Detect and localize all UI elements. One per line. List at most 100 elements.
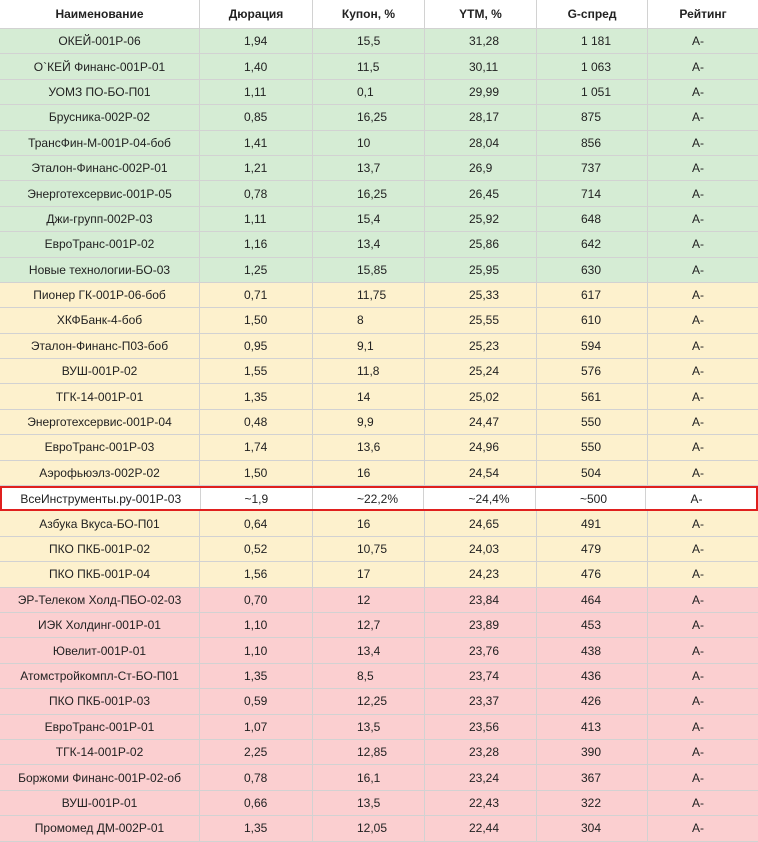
table-row: ЕвроТранс-001Р-03 1,74 13,6 24,96 550 А- <box>0 435 758 461</box>
table-cell: А- <box>692 211 704 226</box>
table-cell: 1,56 <box>200 562 313 587</box>
table-cell: 610 <box>537 308 648 333</box>
table-cell: А- <box>692 34 704 49</box>
table-cell: 1,40 <box>200 54 313 79</box>
header-cell: Наименование <box>0 0 200 28</box>
table-cell: 0,78 <box>200 765 313 790</box>
table-cell: 550 <box>537 409 648 435</box>
table-cell: А- <box>692 110 704 125</box>
table-cell: А- <box>692 719 704 734</box>
table-cell: А- <box>692 389 704 404</box>
table-row: ПКО ПКБ-001Р-03 0,59 12,25 23,37 426 А- <box>0 689 758 715</box>
table-row: ОКЕЙ-001Р-06 1,94 15,5 31,28 1 181 А- <box>0 29 758 55</box>
table-cell: А- <box>692 770 704 785</box>
table-cell: 24,65 <box>425 511 537 536</box>
table-cell: ПКО ПКБ-001Р-04 <box>0 562 200 587</box>
table-row: Эталон-Финанс-002Р-01 1,21 13,7 26,9 737 А- <box>0 155 758 182</box>
table-row: ТрансФин-М-001Р-04-боб 1,41 10 28,04 856 А- <box>0 130 758 156</box>
table-row: ЕвроТранс-001Р-02 1,16 13,4 25,86 642 А- <box>0 232 758 258</box>
table-cell: А- <box>690 491 703 506</box>
header-cell: YTM, % <box>425 0 537 28</box>
table-cell: 16 <box>313 460 425 486</box>
table-cell: 24,03 <box>425 536 537 562</box>
table-cell: Эталон-Финанс-П03-боб <box>0 333 200 359</box>
table-cell: 25,55 <box>425 308 537 333</box>
table-cell: 29,99 <box>425 79 537 105</box>
table-cell: А- <box>692 440 704 455</box>
table-cell: А- <box>692 338 704 353</box>
table-cell: 413 <box>537 714 648 739</box>
table-cell: 1,94 <box>200 29 313 54</box>
table-row: Энерготехсервис-001Р-05 0,78 16,25 26,45 714… <box>0 181 758 207</box>
table-cell: 856 <box>537 130 648 155</box>
table-cell: ПКО ПКБ-001Р-03 <box>0 689 200 714</box>
table-cell: 31,28 <box>425 29 537 54</box>
table-cell: 642 <box>537 232 648 257</box>
table-cell: А- <box>692 694 704 709</box>
table-cell: А- <box>692 288 704 303</box>
table-cell: ~500 <box>536 488 647 510</box>
table-cell: 0,85 <box>200 105 313 130</box>
table-cell: 30,11 <box>425 54 537 79</box>
table-cell: 23,56 <box>425 714 537 739</box>
table-cell: Боржоми Финанс-001Р-02-об <box>0 765 200 790</box>
table-cell: А- <box>692 84 704 99</box>
header-cell: Дюрация <box>200 0 313 28</box>
table-cell: А- <box>692 516 704 531</box>
table-cell: ЕвроТранс-001Р-01 <box>0 714 200 739</box>
header-cell: G-спред <box>537 0 648 28</box>
table-cell: 24,54 <box>425 460 537 486</box>
table-cell: 12,85 <box>313 739 425 765</box>
table-cell: ЭР-Телеком Холд-ПБО-02-03 <box>0 587 200 612</box>
table-cell: Пионер ГК-001Р-06-боб <box>0 282 200 308</box>
table-cell: 25,86 <box>425 232 537 257</box>
table-cell: 10 <box>313 130 425 155</box>
table-cell: ЕвроТранс-001Р-03 <box>0 435 200 460</box>
header-cell: Рейтинг <box>679 7 727 21</box>
table-row: Новые технологии-БО-03 1,25 15,85 25,95 630 А… <box>0 257 758 283</box>
table-cell: 14 <box>313 384 425 409</box>
highlighted-row: ВсеИнструменты.ру-001Р-03 ~1,9 ~22,2% ~24,4… <box>0 486 758 512</box>
table-cell: 1,21 <box>200 155 313 181</box>
table-cell: 13,5 <box>313 714 425 739</box>
table-cell: 12 <box>313 587 425 612</box>
table-cell: 0,71 <box>200 282 313 308</box>
table-cell: 12,05 <box>313 816 425 841</box>
table-cell: ТГК-14-001Р-02 <box>0 739 200 765</box>
table-cell: 1,41 <box>200 130 313 155</box>
table-row: ИЭК Холдинг-001Р-01 1,10 12,7 23,89 453 А- <box>0 612 758 639</box>
table-cell: ~24,4% <box>424 488 536 510</box>
table-cell: А- <box>692 745 704 760</box>
table-cell: 16,25 <box>313 181 425 206</box>
table-row: ВУШ-001Р-01 0,66 13,5 22,43 322 А- <box>0 790 758 817</box>
table-cell: А- <box>692 465 704 480</box>
table-cell: 390 <box>537 739 648 765</box>
table-cell: 25,33 <box>425 282 537 308</box>
table-cell: 13,4 <box>313 232 425 257</box>
table-cell: 9,9 <box>313 409 425 435</box>
table-cell: 464 <box>537 587 648 612</box>
table-cell: Аэрофьюэлз-002Р-02 <box>0 460 200 486</box>
table-cell: 0,95 <box>200 333 313 359</box>
table-cell: А- <box>692 592 704 607</box>
table-cell: 1,07 <box>200 714 313 739</box>
table-row: ЭР-Телеком Холд-ПБО-02-03 0,70 12 23,84 464 А… <box>0 587 758 613</box>
table-cell: 304 <box>537 816 648 841</box>
table-cell: А- <box>692 237 704 252</box>
table-cell: 479 <box>537 536 648 562</box>
table-cell: 23,76 <box>425 638 537 663</box>
table-row: Промомед ДМ-002Р-01 1,35 12,05 22,44 304 А- <box>0 816 758 842</box>
table-row: Аэрофьюэлз-002Р-02 1,50 16 24,54 504 А- <box>0 460 758 487</box>
table-cell: 23,37 <box>425 689 537 714</box>
table-cell: 436 <box>537 663 648 689</box>
table-cell: А- <box>692 618 704 633</box>
header-cell: Купон, % <box>313 0 425 28</box>
table-cell: ~22,2% <box>313 488 425 510</box>
table-cell: 630 <box>537 257 648 282</box>
table-cell: 15,4 <box>313 206 425 232</box>
table-cell: ТГК-14-001Р-01 <box>0 384 200 409</box>
table-cell: ИЭК Холдинг-001Р-01 <box>0 612 200 638</box>
table-cell: 1,50 <box>200 308 313 333</box>
table-cell: 11,8 <box>313 359 425 384</box>
table-cell: А- <box>692 364 704 379</box>
